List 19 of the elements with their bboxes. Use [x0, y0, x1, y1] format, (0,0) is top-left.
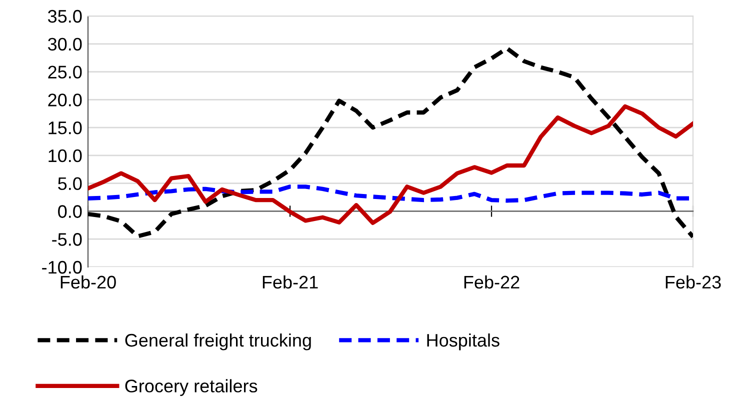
- x-tick-label: Feb-21: [262, 275, 318, 289]
- x-tick-label: Feb-20: [60, 275, 116, 289]
- legend-label: Grocery retailers: [125, 379, 258, 396]
- legend-label: General freight trucking: [125, 333, 311, 350]
- line-series: [88, 46, 693, 239]
- y-tick-label: 10.0: [48, 149, 82, 162]
- x-tick-label: Feb-22: [464, 275, 520, 289]
- y-tick-label: 0.0: [58, 205, 82, 218]
- y-tick-label: 5.0: [58, 177, 82, 190]
- y-tick-label: 35.0: [48, 10, 82, 23]
- y-tick-label: 20.0: [48, 94, 82, 106]
- y-tick-label: -5.0: [52, 233, 82, 246]
- y-tick-label: 15.0: [48, 121, 82, 134]
- legend-label: Hospitals: [427, 333, 500, 350]
- y-tick-label: 25.0: [48, 66, 82, 78]
- line-series: [88, 104, 693, 226]
- y-tick-label: -10.0: [42, 260, 82, 274]
- y-tick-label: 30.0: [48, 38, 82, 51]
- x-tick-label: Feb-23: [666, 275, 721, 289]
